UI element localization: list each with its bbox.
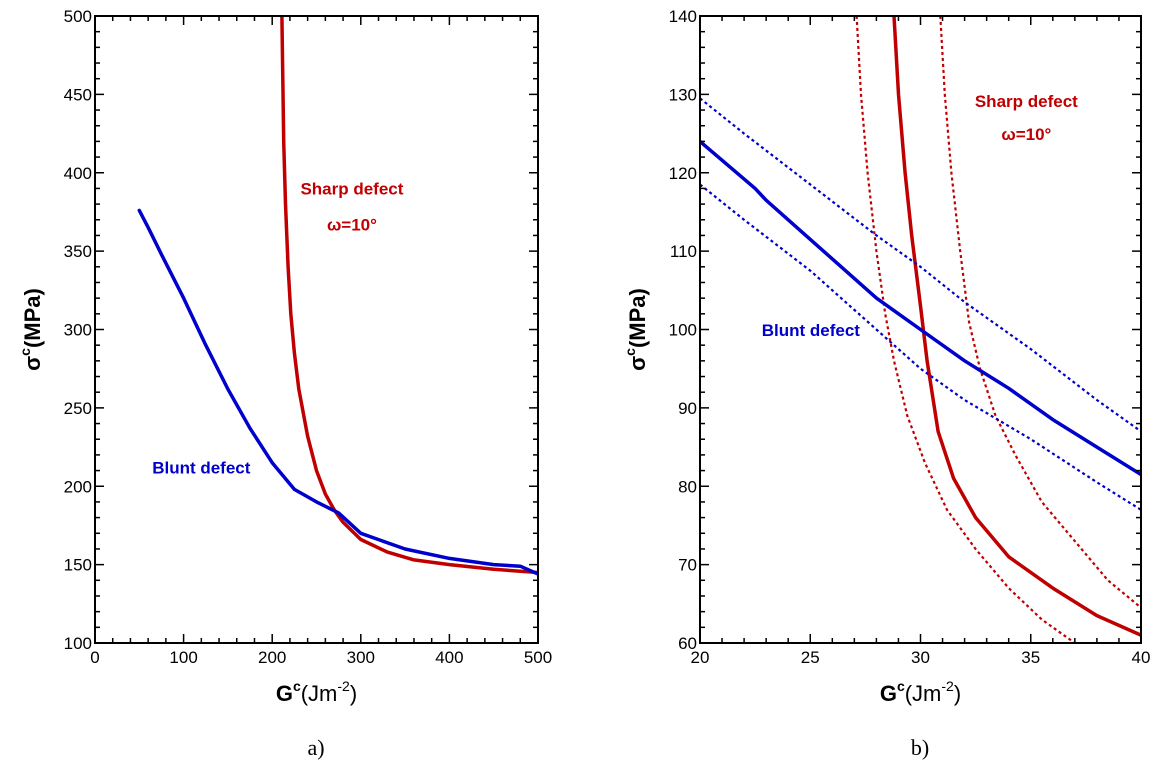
x-tick-label: 25	[801, 648, 820, 667]
x-axis-label-symbol: G	[276, 681, 293, 706]
blunt-defect-solid-line-3	[700, 139, 1141, 477]
y-tick-label: 300	[64, 321, 92, 340]
y-tick-label: 400	[64, 164, 92, 183]
sharp-defect-annotation: ω=10°	[327, 216, 377, 235]
blunt-defect-annotation: Blunt defect	[762, 321, 861, 340]
x-axis-label-unit-close: )	[954, 681, 961, 706]
sharp-defect-annotation: Sharp defect	[975, 92, 1078, 111]
blunt-defect-dashed-line-5	[700, 183, 1141, 511]
x-axis-label-superscript: c	[293, 678, 301, 694]
x-tick-label: 40	[1132, 648, 1151, 667]
x-tick-label: 500	[524, 648, 552, 667]
x-axis-label-superscript: c	[897, 678, 905, 694]
y-tick-label: 140	[669, 7, 697, 26]
y-tick-label: 350	[64, 242, 92, 261]
y-tick-label: 120	[669, 164, 697, 183]
x-tick-label: 300	[347, 648, 375, 667]
sharp-defect-annotation: ω=10°	[1001, 125, 1051, 144]
y-tick-label: 100	[64, 634, 92, 653]
y-axis-label: σc(MPa)	[622, 288, 650, 371]
sharp-defect-dashed-line-1	[855, 16, 1076, 643]
panel-caption: a)	[307, 735, 324, 760]
y-tick-label: 200	[64, 477, 92, 496]
y-tick-label: 70	[678, 556, 697, 575]
x-axis-label-symbol: G	[880, 681, 897, 706]
chart-panel-a: 0 100 200 300 400 500100150200250300350400450…	[17, 7, 552, 760]
x-axis-label: Gc(Jm-2)	[880, 678, 961, 706]
y-tick-label: 450	[64, 85, 92, 104]
x-tick-label: 35	[1021, 648, 1040, 667]
y-tick-label: 100	[669, 321, 697, 340]
sharp-defect-solid-line-0	[280, 16, 538, 575]
sharp-defect-solid-line-0	[892, 16, 1141, 637]
blunt-defect-annotation: Blunt defect	[152, 459, 251, 478]
chart-panel-b: 20 25 30 35 4060708090100110120130140Gc(Jm-2…	[622, 7, 1150, 760]
x-tick-label: 0	[90, 648, 99, 667]
x-axis-label-unit: (Jm	[905, 681, 942, 706]
y-tick-label: 60	[678, 634, 697, 653]
x-axis-label-unit: (Jm	[301, 681, 338, 706]
sharp-defect-annotation: Sharp defect	[300, 180, 403, 199]
y-tick-label: 90	[678, 399, 697, 418]
blunt-defect-solid-line-1	[137, 208, 538, 576]
y-axis-label-superscript: c	[17, 348, 33, 356]
y-tick-label: 130	[669, 85, 697, 104]
y-tick-label: 500	[64, 7, 92, 26]
x-tick-label: 200	[258, 648, 286, 667]
x-axis-label: Gc(Jm-2)	[276, 678, 357, 706]
y-axis-label-unit: (MPa)	[20, 288, 45, 348]
x-axis-label-unit-close: )	[350, 681, 357, 706]
y-axis-label-superscript: c	[622, 348, 638, 356]
blunt-defect-dashed-line-4	[700, 97, 1141, 433]
y-tick-label: 250	[64, 399, 92, 418]
y-axis-label-unit: (MPa)	[625, 288, 650, 348]
x-axis-label-unit-exponent: -2	[337, 678, 350, 694]
y-axis-label-symbol: σ	[625, 356, 650, 371]
plot-frame	[94, 15, 539, 644]
y-tick-label: 150	[64, 556, 92, 575]
panel-caption: b)	[911, 735, 929, 760]
y-tick-label: 110	[670, 242, 697, 261]
y-axis-label: σc(MPa)	[17, 288, 45, 371]
x-tick-label: 100	[169, 648, 197, 667]
x-tick-label: 20	[691, 648, 710, 667]
x-tick-label: 30	[911, 648, 930, 667]
sharp-defect-dashed-line-2	[939, 16, 1141, 609]
x-axis-label-unit-exponent: -2	[941, 678, 954, 694]
y-axis-label-symbol: σ	[20, 356, 45, 371]
y-tick-label: 80	[678, 477, 697, 496]
x-tick-label: 400	[435, 648, 463, 667]
